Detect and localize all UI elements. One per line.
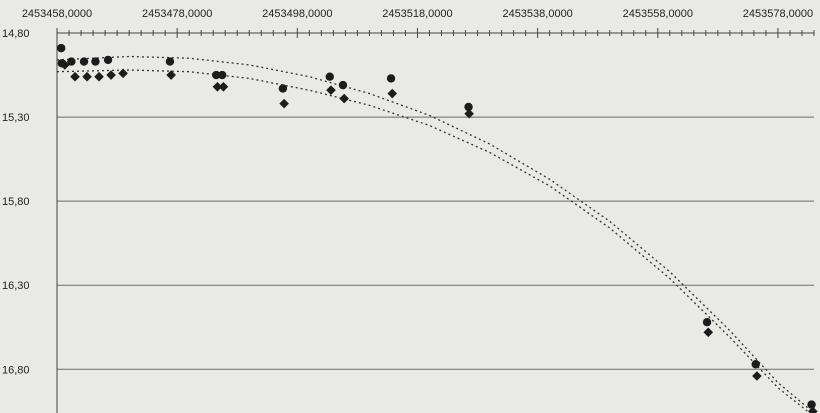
data-point-diamond (82, 71, 92, 82)
data-point-diamond (703, 327, 714, 338)
y-tick-label: 15,80 (2, 196, 30, 208)
data-point-circle (751, 360, 760, 369)
data-point-circle (325, 72, 334, 81)
y-tick-label: 16,30 (2, 280, 30, 292)
data-point-diamond (387, 88, 398, 99)
data-point-diamond (279, 98, 289, 109)
x-tick-label: 2453478,0000 (142, 8, 212, 20)
data-point-diamond (339, 93, 349, 104)
grid (57, 32, 814, 370)
data-point-circle (57, 43, 66, 53)
x-tick-label: 2453578,0000 (743, 8, 813, 20)
data-point-circle (165, 57, 175, 66)
data-point-diamond (464, 108, 474, 119)
data-point-circle (386, 74, 396, 83)
data-point-circle (278, 84, 288, 93)
x-tick-label: 2453558,0000 (623, 8, 693, 20)
data-point-diamond (326, 85, 336, 95)
data-point-diamond (166, 70, 176, 80)
data-point-diamond (118, 68, 128, 79)
tick-labels: 14,80 15,30 15,80 16,30 16,80 2453458,0000 245… (2, 8, 813, 376)
x-tick-label: 2453458,0000 (22, 8, 92, 20)
data-point-circle (338, 80, 348, 90)
data-points (57, 43, 818, 413)
trendlines (56, 55, 815, 413)
data-point-circle (218, 70, 227, 80)
y-tick-label: 14,80 (2, 28, 30, 40)
data-point-circle (212, 70, 221, 80)
trendline-2 (56, 69, 811, 413)
data-point-diamond (212, 82, 223, 92)
data-point-circle (103, 55, 113, 65)
data-point-circle (79, 57, 89, 66)
data-point-diamond (60, 60, 70, 70)
data-point-circle (91, 57, 100, 66)
data-point-circle (464, 102, 473, 112)
data-point-diamond (70, 71, 80, 82)
data-point-circle (67, 57, 76, 66)
data-point-diamond (807, 406, 818, 413)
trendline-1 (56, 55, 815, 413)
x-tick-label: 2453498,0000 (262, 8, 332, 20)
x-tick-label: 2453518,0000 (382, 8, 452, 20)
data-point-diamond (94, 71, 104, 82)
y-tick-label: 16,80 (2, 364, 30, 376)
x-tick-label: 2453538,0000 (502, 8, 572, 20)
data-point-circle (807, 400, 816, 409)
y-tick-label: 15,30 (2, 112, 30, 124)
data-point-diamond (752, 371, 762, 381)
data-point-diamond (218, 82, 229, 92)
axes (56, 28, 815, 413)
data-point-circle (702, 318, 712, 327)
data-point-diamond (106, 70, 116, 80)
